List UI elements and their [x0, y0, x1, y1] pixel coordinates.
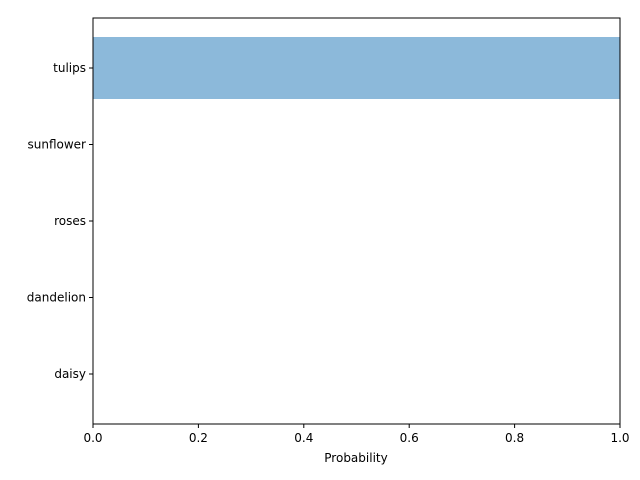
y-tick-label: daisy [54, 367, 86, 381]
x-axis-label: Probability [324, 451, 387, 465]
bar-tulips [93, 37, 620, 99]
y-tick-label: roses [54, 214, 86, 228]
x-tick-label: 0.4 [294, 431, 313, 445]
y-tick-label: tulips [53, 61, 86, 75]
y-tick-label: sunflower [28, 138, 87, 152]
x-axis: 0.0 0.2 0.4 0.6 0.8 1.0 [83, 424, 630, 445]
x-tick-label: 0.8 [505, 431, 524, 445]
bars-layer [93, 37, 620, 99]
y-axis: tulips sunflower roses dandelion daisy [27, 61, 93, 381]
x-tick-label: 0.6 [400, 431, 419, 445]
x-tick-label: 0.0 [83, 431, 102, 445]
x-tick-label: 0.2 [189, 431, 208, 445]
x-tick-label: 1.0 [610, 431, 629, 445]
y-tick-label: dandelion [27, 291, 86, 305]
